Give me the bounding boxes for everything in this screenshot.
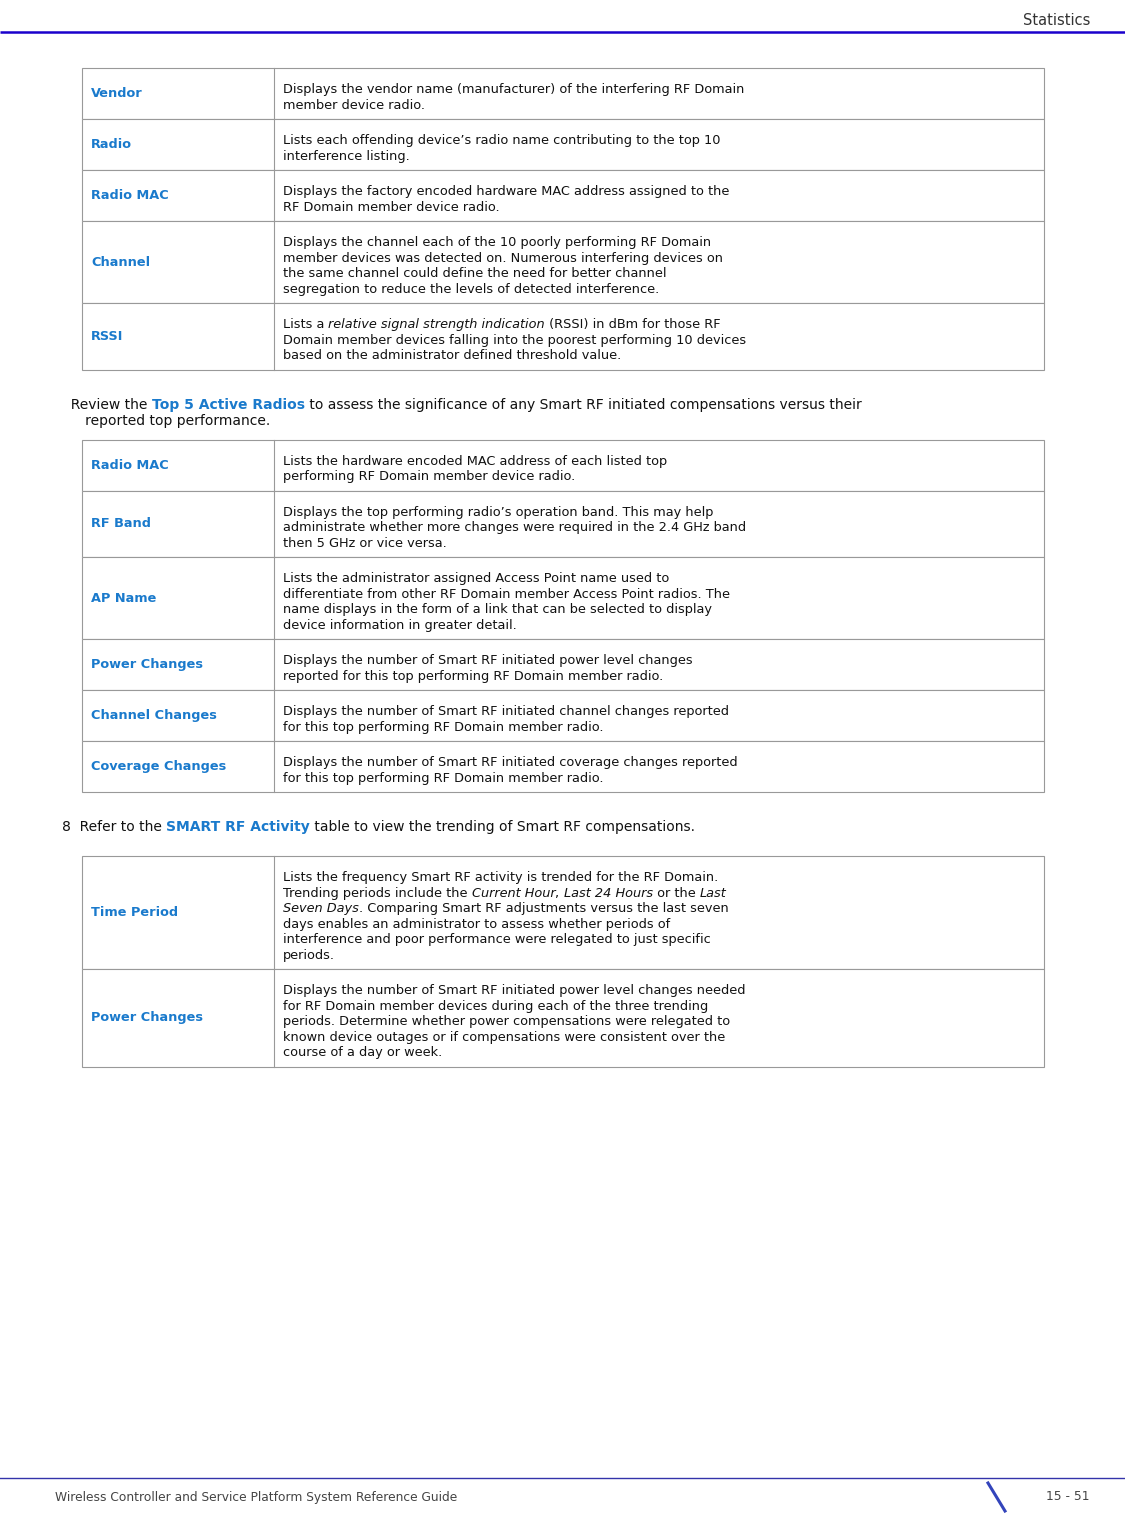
Text: Trending periods include the: Trending periods include the	[284, 886, 471, 900]
Bar	[82, 639, 1044, 690]
Bar	[82, 303, 1044, 370]
Text: based on the administrator defined threshold value.: based on the administrator defined thres…	[284, 349, 621, 363]
Text: Review the: Review the	[62, 397, 152, 411]
Text: for RF Domain member devices during each of the three trending: for RF Domain member devices during each…	[284, 1000, 709, 1013]
Bar	[82, 740, 1044, 792]
Text: device information in greater detail.: device information in greater detail.	[284, 619, 516, 631]
Text: Current Hour: Current Hour	[471, 886, 556, 900]
Text: performing RF Domain member device radio.: performing RF Domain member device radio…	[284, 470, 575, 482]
Text: Displays the number of Smart RF initiated channel changes reported: Displays the number of Smart RF initiate…	[284, 705, 729, 718]
Text: Lists the administrator assigned Access Point name used to: Lists the administrator assigned Access …	[284, 572, 669, 586]
Bar	[82, 490, 1044, 557]
Bar	[82, 557, 1044, 639]
Text: Displays the vendor name (manufacturer) of the interfering RF Domain: Displays the vendor name (manufacturer) …	[284, 83, 745, 96]
Text: Power Changes: Power Changes	[91, 1012, 202, 1024]
Bar	[82, 557, 1044, 639]
Bar	[82, 170, 1044, 221]
Text: Domain member devices falling into the poorest performing 10 devices: Domain member devices falling into the p…	[284, 334, 746, 346]
Text: reported for this top performing RF Domain member radio.: reported for this top performing RF Doma…	[284, 669, 664, 683]
Text: to assess the significance of any Smart RF initiated compensations versus their: to assess the significance of any Smart …	[305, 397, 862, 411]
Text: relative signal strength indication: relative signal strength indication	[328, 319, 546, 331]
Text: Radio MAC: Radio MAC	[91, 190, 169, 202]
Text: SMART RF Activity: SMART RF Activity	[166, 821, 310, 834]
Text: Displays the number of Smart RF initiated power level changes: Displays the number of Smart RF initiate…	[284, 654, 693, 667]
Text: Displays the number of Smart RF initiated power level changes needed: Displays the number of Smart RF initiate…	[284, 985, 746, 997]
Text: table to view the trending of Smart RF compensations.: table to view the trending of Smart RF c…	[310, 821, 695, 834]
Text: or the: or the	[652, 886, 700, 900]
Text: Top 5 Active Radios: Top 5 Active Radios	[152, 397, 305, 411]
Text: Displays the top performing radio’s operation band. This may help: Displays the top performing radio’s oper…	[284, 505, 713, 519]
Text: the same channel could define the need for better channel: the same channel could define the need f…	[284, 267, 666, 281]
Text: known device outages or if compensations were consistent over the: known device outages or if compensations…	[284, 1030, 726, 1044]
Bar	[82, 490, 1044, 557]
Text: 8  Refer to the: 8 Refer to the	[62, 821, 166, 834]
Text: days enables an administrator to assess whether periods of: days enables an administrator to assess …	[284, 918, 670, 930]
Text: Coverage Changes: Coverage Changes	[91, 760, 226, 774]
Bar	[82, 118, 1044, 170]
Text: interference and poor performance were relegated to just specific: interference and poor performance were r…	[284, 933, 711, 947]
Text: Radio: Radio	[91, 138, 132, 152]
Text: ,: ,	[556, 886, 564, 900]
Text: RF Domain member device radio.: RF Domain member device radio.	[284, 200, 500, 214]
Bar	[82, 221, 1044, 303]
Text: Power Changes: Power Changes	[91, 658, 202, 671]
Bar	[82, 690, 1044, 740]
Bar	[82, 68, 1044, 118]
Bar	[82, 170, 1044, 221]
Text: Lists a: Lists a	[284, 319, 328, 331]
Text: interference listing.: interference listing.	[284, 150, 410, 162]
Text: 15 - 51: 15 - 51	[1046, 1491, 1090, 1503]
Text: for this top performing RF Domain member radio.: for this top performing RF Domain member…	[284, 721, 603, 734]
Bar	[82, 118, 1044, 170]
Text: then 5 GHz or vice versa.: then 5 GHz or vice versa.	[284, 537, 447, 549]
Text: periods.: periods.	[284, 948, 335, 962]
Text: for this top performing RF Domain member radio.: for this top performing RF Domain member…	[284, 772, 603, 784]
Text: Channel Changes: Channel Changes	[91, 708, 217, 722]
Bar	[82, 690, 1044, 740]
Text: Last 24 Hours: Last 24 Hours	[564, 886, 652, 900]
Bar	[82, 440, 1044, 490]
Text: Displays the channel each of the 10 poorly performing RF Domain: Displays the channel each of the 10 poor…	[284, 237, 711, 249]
Bar	[82, 969, 1044, 1066]
Text: name displays in the form of a link that can be selected to display: name displays in the form of a link that…	[284, 604, 712, 616]
Text: Lists the hardware encoded MAC address of each listed top: Lists the hardware encoded MAC address o…	[284, 455, 667, 467]
Text: Statistics: Statistics	[1023, 12, 1090, 27]
Bar	[82, 221, 1044, 303]
Bar	[82, 440, 1044, 490]
Text: . Comparing Smart RF adjustments versus the last seven: . Comparing Smart RF adjustments versus …	[359, 903, 729, 915]
Text: Displays the factory encoded hardware MAC address assigned to the: Displays the factory encoded hardware MA…	[284, 185, 729, 199]
Text: Lists each offending device’s radio name contributing to the top 10: Lists each offending device’s radio name…	[284, 133, 720, 147]
Text: (RSSI) in dBm for those RF: (RSSI) in dBm for those RF	[546, 319, 721, 331]
Text: member device radio.: member device radio.	[284, 99, 425, 112]
Text: Radio MAC: Radio MAC	[91, 458, 169, 472]
Text: Displays the number of Smart RF initiated coverage changes reported: Displays the number of Smart RF initiate…	[284, 755, 738, 769]
Text: Lists the frequency Smart RF activity is trended for the RF Domain.: Lists the frequency Smart RF activity is…	[284, 871, 718, 884]
Text: differentiate from other RF Domain member Access Point radios. The: differentiate from other RF Domain membe…	[284, 587, 730, 601]
Text: Last: Last	[700, 886, 727, 900]
Text: member devices was detected on. Numerous interfering devices on: member devices was detected on. Numerous…	[284, 252, 723, 264]
Text: Time Period: Time Period	[91, 906, 178, 919]
Text: Wireless Controller and Service Platform System Reference Guide: Wireless Controller and Service Platform…	[55, 1491, 457, 1503]
Bar	[82, 68, 1044, 118]
Bar	[82, 856, 1044, 969]
Text: Vendor: Vendor	[91, 86, 143, 100]
Text: reported top performance.: reported top performance.	[72, 414, 270, 428]
Text: RSSI: RSSI	[91, 329, 124, 343]
Bar	[82, 639, 1044, 690]
Text: RF Band: RF Band	[91, 517, 151, 531]
Text: Channel: Channel	[91, 255, 150, 269]
Bar	[82, 856, 1044, 969]
Text: AP Name: AP Name	[91, 592, 156, 604]
Text: Seven Days: Seven Days	[284, 903, 359, 915]
Text: course of a day or week.: course of a day or week.	[284, 1047, 442, 1059]
Bar	[82, 740, 1044, 792]
Bar	[82, 303, 1044, 370]
Text: administrate whether more changes were required in the 2.4 GHz band: administrate whether more changes were r…	[284, 522, 746, 534]
Text: periods. Determine whether power compensations were relegated to: periods. Determine whether power compens…	[284, 1015, 730, 1029]
Bar	[82, 969, 1044, 1066]
Text: segregation to reduce the levels of detected interference.: segregation to reduce the levels of dete…	[284, 282, 659, 296]
